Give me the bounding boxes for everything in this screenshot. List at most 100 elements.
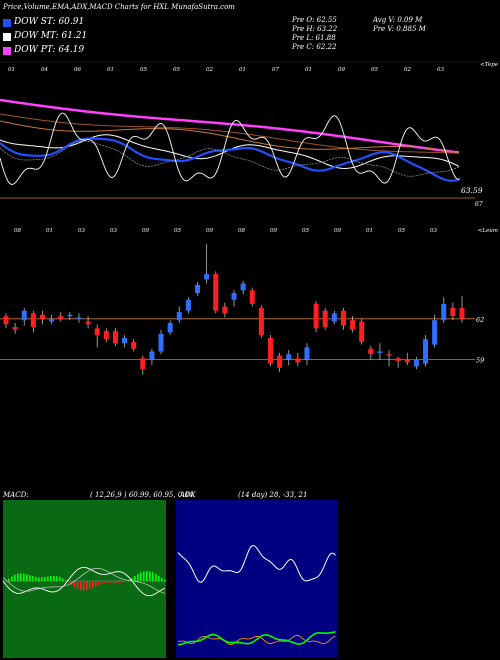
candle-body [158, 333, 164, 352]
ema-short-grey-dotted-line [0, 140, 460, 177]
macd-histogram-bar [59, 577, 61, 582]
ema-x-tick-top-label: 01 [305, 67, 312, 73]
candle-body [432, 320, 438, 345]
candle-body [322, 310, 328, 327]
adx-minus-di-line [177, 635, 336, 645]
candle-body [441, 303, 447, 321]
macd-histogram-bar [89, 581, 91, 590]
candle-body [30, 313, 36, 327]
candle-body [49, 318, 55, 322]
candle-body [94, 328, 100, 336]
macd-histogram-bar [26, 574, 28, 582]
macd-histogram-bar [41, 577, 43, 582]
macd-histogram-bar [11, 576, 13, 582]
macd-histogram-bar [38, 577, 40, 582]
macd-histogram-bar [116, 581, 118, 584]
candle-body [176, 312, 182, 321]
ema-x-tick-bottom-label: 08 [238, 228, 245, 234]
legend-label-mt: DOW MT: 61.21 [14, 31, 88, 41]
macd-histogram-bar [137, 574, 139, 582]
candle-body [140, 358, 146, 370]
macd-histogram-bar [113, 581, 115, 583]
price-level-label: 62 [476, 316, 484, 324]
macd-histogram-bar [92, 581, 94, 588]
candle-body [58, 316, 64, 319]
macd-histogram-bar [143, 571, 145, 582]
macd-histogram-bar [158, 575, 160, 582]
chart-title: Price,Volume,EMA,ADX,MACD Charts for HXL… [3, 3, 235, 11]
ema-x-tick-top-label: 04 [41, 67, 48, 73]
candle-body [167, 322, 173, 333]
macd-histogram-bar [20, 573, 22, 582]
legend-label-st: DOW ST: 60.91 [14, 17, 85, 27]
ema-price-label-level: 67 [475, 201, 483, 208]
candle-body [313, 303, 319, 329]
macd-histogram-bar [68, 581, 70, 583]
candle-body [340, 310, 346, 326]
candle-body [377, 351, 383, 353]
candle-body [413, 359, 419, 367]
macd-histogram-bar [32, 576, 34, 582]
macd-histogram-bar [74, 581, 76, 588]
candle-body [404, 359, 410, 363]
ema-x-tick-top-label: 01 [239, 67, 246, 73]
candle-body [240, 283, 246, 291]
macd-histogram-bar [131, 578, 133, 582]
candle-body [3, 316, 9, 325]
ema-x-tick-bottom-label: 03 [430, 228, 437, 234]
ema-x-tick-top-label: 09 [338, 67, 345, 73]
ohlc-open: Pre O: 62.55 [292, 16, 337, 24]
ohlc-close: Pre C: 62.22 [292, 43, 337, 51]
candle-body [213, 273, 219, 311]
macd-title: MACD: [2, 491, 29, 499]
ema-x-tick-bottom-label: 05 [174, 228, 181, 234]
ema-x-tick-top-label: 05 [173, 67, 180, 73]
candle-body [304, 347, 310, 360]
macd-histogram-bar [107, 581, 109, 583]
macd-histogram-bar [122, 581, 124, 583]
candle-body [395, 358, 401, 361]
candle-body [277, 355, 283, 368]
macd-histogram-bar [50, 576, 52, 582]
ema-x-tick-bottom-label: 03 [110, 228, 117, 234]
candle-body [450, 307, 456, 317]
ema-x-tick-bottom-label: 09 [206, 228, 213, 234]
macd-params: ( 12,26,9 ) 60.99, 60.95, 0.04 [90, 491, 193, 499]
macd-histogram-bar [86, 581, 88, 591]
ema-x-tick-bottom-label: 01 [366, 228, 373, 234]
candle-body [103, 331, 109, 340]
legend-swatch-st [3, 19, 11, 27]
candle-body [359, 321, 365, 342]
macd-histogram-bar [23, 573, 25, 582]
candle-body [149, 351, 155, 360]
ema-mid-orange-line [0, 120, 460, 154]
macd-histogram-bar [35, 576, 37, 582]
candle-body [295, 358, 301, 363]
macd-histogram-bar [101, 581, 103, 584]
legend-swatch-mt [3, 33, 11, 41]
macd-histogram-bar [134, 576, 136, 582]
macd-histogram-bar [146, 571, 148, 582]
candle-body [258, 307, 264, 336]
ema-x-tick-bottom-label: 09 [142, 228, 149, 234]
ema-x-tick-bottom-label: 03 [78, 228, 85, 234]
adx-plus-di-line [178, 631, 336, 646]
macd-line [2, 566, 166, 597]
candle-body [368, 348, 374, 355]
candle-body [386, 354, 392, 356]
candle-body [231, 293, 237, 300]
candle-body [222, 306, 228, 314]
legend-swatch-pt [3, 47, 11, 55]
candle-body [185, 299, 191, 311]
candle-body [195, 284, 201, 294]
candle-body [350, 320, 356, 330]
candle-body [204, 273, 210, 280]
ema-right-label: <Tepe [480, 62, 499, 68]
macd-histogram-bar [83, 581, 85, 591]
candle-body [267, 337, 273, 364]
macd-histogram-bar [98, 581, 100, 586]
ema-x-tick-top-label: 03 [437, 67, 444, 73]
